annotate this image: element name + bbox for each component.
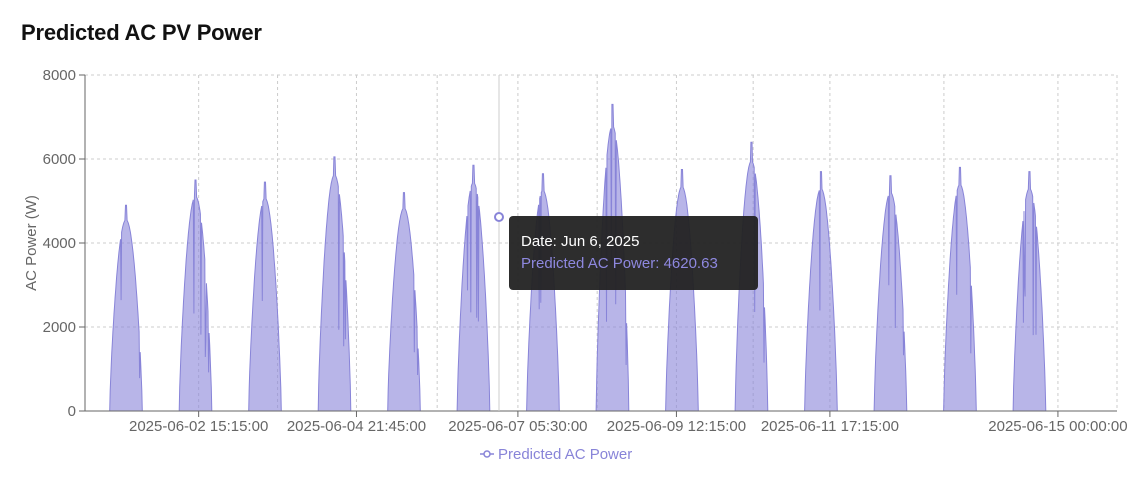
x-tick-label: 2025-06-02 15:15:00 — [129, 418, 268, 435]
y-tick-label: 6000 — [43, 151, 76, 168]
area-day-2025-06-13 — [943, 166, 977, 412]
y-tick-label: 4000 — [43, 235, 76, 252]
x-tick-label: 2025-06-15 00:00:00 — [988, 418, 1127, 435]
legend-line-icon — [480, 450, 494, 458]
chart-axes: 0 2000 4000 6000 8000 2025-06-02 15:15:00 2025… — [23, 67, 1128, 435]
chart-tooltip: Date: Jun 6, 2025 Predicted AC Power: 46… — [509, 216, 758, 290]
legend-item-predicted-ac-power[interactable]: Predicted AC Power — [480, 444, 632, 464]
tooltip-date: Date: Jun 6, 2025 — [521, 233, 640, 250]
y-tick-label: 8000 — [43, 67, 76, 84]
area-day-2025-06-06 — [456, 164, 491, 412]
area-day-2025-06-14 — [1012, 171, 1047, 412]
hover-active-dot — [494, 212, 504, 222]
x-tick-label: 2025-06-11 17:15:00 — [761, 418, 899, 435]
x-tick-label: 2025-06-09 12:15:00 — [607, 418, 746, 435]
area-day-2025-06-01 — [109, 204, 143, 412]
area-day-2025-06-09 — [665, 169, 699, 412]
legend-label: Predicted AC Power — [498, 445, 633, 463]
area-day-2025-06-07 — [526, 173, 560, 412]
area-day-2025-06-05 — [387, 192, 421, 412]
tooltip-value: Predicted AC Power: 4620.63 — [521, 255, 718, 272]
area-day-2025-06-04 — [317, 156, 352, 412]
series-area-group — [109, 103, 1047, 412]
area-day-2025-06-02 — [178, 179, 213, 412]
hover-indicator — [494, 75, 504, 411]
x-tick-label: 2025-06-07 05:30:00 — [448, 418, 587, 435]
area-day-2025-06-11 — [804, 171, 838, 412]
chart-title: Predicted AC PV Power — [21, 20, 262, 45]
area-day-2025-06-12 — [873, 175, 908, 412]
y-axis-label: AC Power (W) — [23, 195, 40, 291]
y-tick-label: 2000 — [43, 319, 76, 336]
area-day-2025-06-03 — [248, 181, 282, 412]
y-tick-label: 0 — [68, 403, 76, 420]
x-tick-label: 2025-06-04 21:45:00 — [287, 418, 426, 435]
